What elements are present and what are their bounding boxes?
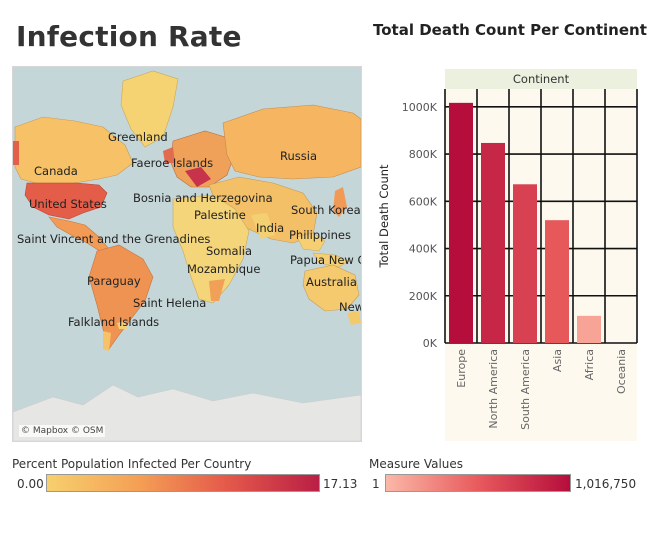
x-tick-label: South America — [519, 349, 532, 430]
map-label-australia: Australia — [306, 275, 357, 289]
map-label-united-states: United States — [29, 197, 107, 211]
world-map[interactable]: Greenland Canada Faeroe Islands Russia U… — [12, 66, 362, 442]
map-credit[interactable]: © Mapbox © OSM — [19, 425, 106, 437]
column-header-band — [445, 69, 637, 89]
bar-africa — [577, 315, 601, 343]
map-label-mozambique: Mozambique — [187, 262, 261, 276]
y-tick-label: 800K — [409, 148, 438, 161]
map-label-greenland: Greenland — [108, 130, 168, 144]
y-tick-label: 400K — [409, 243, 438, 256]
map-label-paraguay: Paraguay — [87, 274, 141, 288]
map-label-saint-helena: Saint Helena — [133, 296, 207, 310]
bar-asia — [545, 220, 569, 343]
y-tick-label: 0K — [423, 337, 438, 350]
map-label-papua-new-guinea: Papua New G — [290, 253, 362, 267]
y-tick-label: 600K — [409, 195, 438, 208]
map-label-somalia: Somalia — [206, 244, 253, 258]
map-label-faeroe-islands: Faeroe Islands — [131, 156, 214, 170]
bar-south-america — [513, 184, 537, 343]
infected-legend-min: 0.00 — [17, 477, 44, 491]
measure-legend-max: 1,016,750 — [575, 477, 637, 491]
infected-legend-gradient — [46, 474, 320, 492]
map-label-india: India — [256, 221, 285, 235]
y-axis-label: Total Death Count — [377, 164, 391, 269]
column-header-label: Continent — [513, 72, 570, 86]
measure-legend-title: Measure Values — [369, 457, 464, 471]
measure-legend-gradient — [385, 474, 571, 492]
map-label-falkland-islands: Falkland Islands — [68, 315, 160, 329]
x-tick-label: Africa — [583, 349, 596, 380]
bar-europe — [449, 102, 473, 343]
map-label-south-korea: South Korea — [291, 203, 361, 217]
map-title: Infection Rate — [16, 20, 242, 53]
map-label-palestine: Palestine — [194, 208, 246, 222]
map-label-new-zealand: New — [339, 300, 362, 314]
map-label-russia: Russia — [280, 149, 317, 163]
bar-north-america — [481, 142, 505, 343]
map-label-bosnia: Bosnia and Herzegovina — [133, 191, 273, 205]
infected-legend-max: 17.13 — [323, 477, 358, 491]
y-tick-label: 1000K — [402, 101, 438, 114]
infected-legend-title: Percent Population Infected Per Country — [12, 457, 252, 471]
map-label-canada: Canada — [34, 164, 78, 178]
x-tick-label: North America — [487, 349, 500, 429]
map-label-saint-vincent: Saint Vincent and the Grenadines — [17, 232, 211, 246]
bar-chart[interactable]: Continent 0K 200K 400K 600K 800K 1000K Europe No… — [370, 48, 640, 443]
map-label-philippines: Philippines — [289, 228, 351, 242]
chart-title: Total Death Count Per Continent — [373, 21, 647, 39]
measure-legend-min: 1 — [372, 477, 380, 491]
x-tick-label: Europe — [455, 349, 468, 388]
x-tick-label: Oceania — [615, 349, 628, 394]
y-tick-label: 200K — [409, 290, 438, 303]
x-tick-label: Asia — [551, 349, 564, 372]
